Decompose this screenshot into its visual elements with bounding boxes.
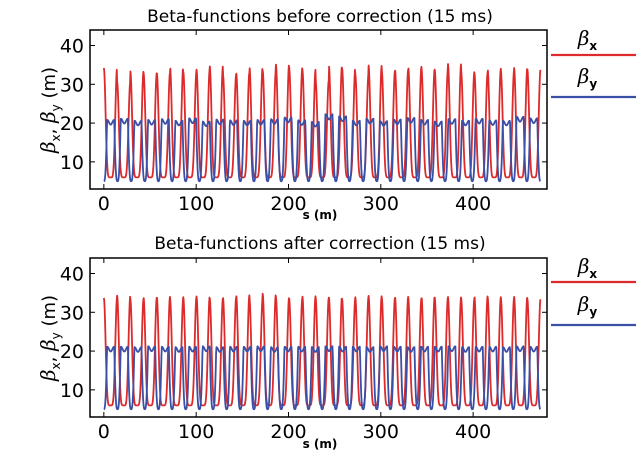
y-tick-label: 40 [60,264,84,286]
plot-area-after: 0 100 200 300 400 10 20 30 40 [60,257,548,443]
y-label-unit-before: (m) [39,67,60,104]
legend-label-beta-y: βy [577,292,598,319]
chart-title-before: Beta-functions before correction (15 ms) [147,7,493,27]
plot-frame [89,29,548,190]
y-tick-label: 30 [60,302,84,324]
x-tick-label: 100 [178,421,214,443]
x-tick-label: 400 [455,193,491,215]
plot-area-before: 0 100 200 300 400 10 20 30 40 [60,29,548,215]
legend-label-beta-y: βy [577,64,598,91]
y-tick-label: 20 [60,341,84,363]
x-tick-label: 0 [98,193,110,215]
y-label-beta-y-after: β [36,339,60,352]
series-line-beta_x [102,63,542,179]
y-label-beta-x-before: β [36,141,60,154]
series-line-beta_y [103,113,541,183]
x-axis-label-before: s (m) [303,208,338,222]
legend-label-beta-x: βx [577,254,598,281]
series-line-beta_y [103,345,541,411]
y-tick-label: 10 [60,152,84,174]
x-tick-label: 300 [363,193,399,215]
y-label-unit-after: (m) [39,295,60,332]
x-tick-label: 200 [270,421,306,443]
x-tick-label: 300 [363,421,399,443]
x-tick-label: 0 [98,421,110,443]
y-tick-label: 10 [60,380,84,402]
legend-before: βx βy [551,26,636,99]
series-line-beta_x [102,292,542,407]
y-label-beta-y-before: β [36,111,60,124]
y-label-sub-y-before: y [49,104,63,111]
y-label-sub-x-before: x [49,134,63,141]
y-label-beta-x-after: β [36,369,60,382]
x-tick-label: 200 [270,193,306,215]
y-label-sub-y-after: y [49,332,63,339]
y-label-sep-after: , [39,351,60,362]
legend-after: βx βy [551,254,636,327]
y-tick-label: 20 [60,113,84,135]
chart-title-after: Beta-functions after correction (15 ms) [154,234,485,254]
x-tick-label: 400 [455,421,491,443]
x-tick-label: 100 [178,193,214,215]
plot-frame [89,257,548,418]
y-label-sep-before: , [39,123,60,134]
y-axis-label-before: βx, βy (m) [36,67,63,154]
y-tick-label: 40 [60,36,84,58]
x-axis-label-after: s (m) [303,437,338,451]
y-label-sub-x-after: x [49,362,63,369]
y-axis-label-after: βx, βy (m) [36,295,63,382]
legend-label-beta-x: βx [577,26,598,53]
panel-before-correction: Beta-functions before correction (15 ms)… [36,7,636,222]
y-tick-label: 30 [60,74,84,96]
panel-after-correction: Beta-functions after correction (15 ms) … [36,234,636,451]
